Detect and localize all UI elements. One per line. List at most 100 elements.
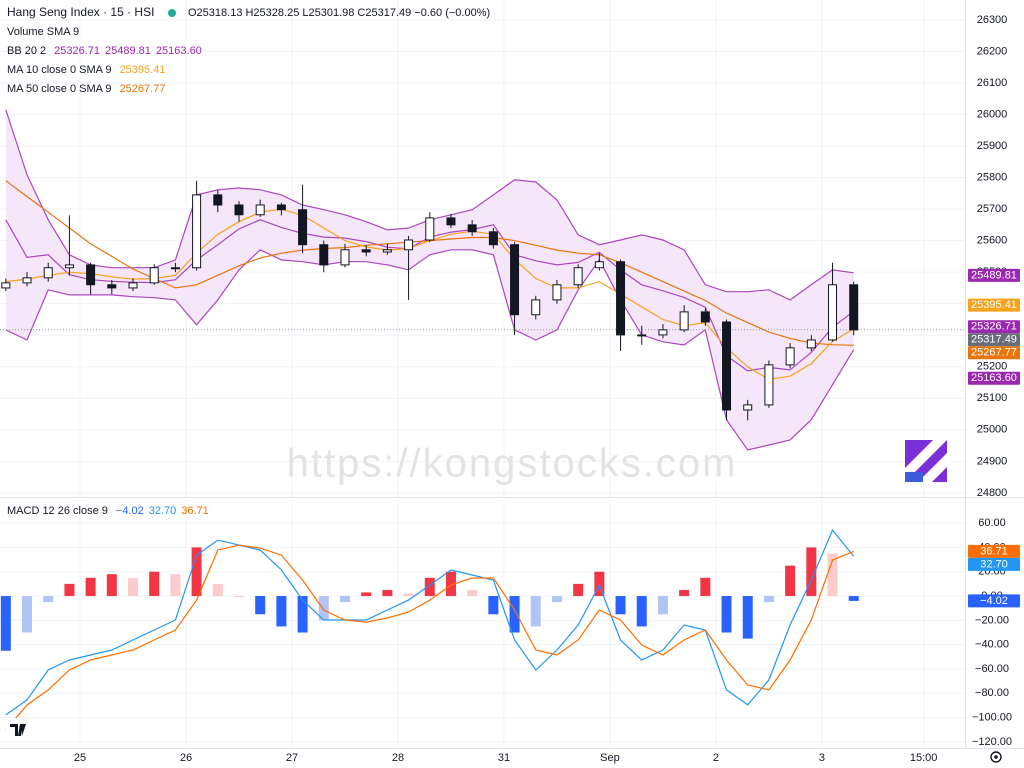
candle-body xyxy=(616,261,626,336)
y-tick-label: −20.00 xyxy=(975,614,1009,626)
legend-value: 25267.77 xyxy=(120,83,166,95)
price-tag-label: 36.71 xyxy=(980,545,1008,557)
x-tick-label: Sep xyxy=(600,752,620,764)
histogram-bar xyxy=(700,577,711,597)
histogram-bar xyxy=(615,596,626,615)
candle-body xyxy=(828,284,838,341)
histogram-bar xyxy=(742,596,753,639)
candle-body xyxy=(149,267,159,284)
tv-logo-box xyxy=(6,718,32,740)
histogram-bar xyxy=(679,589,690,597)
candle-body xyxy=(531,299,541,316)
candle-body xyxy=(510,244,520,316)
histogram-bar xyxy=(488,596,499,615)
candle-body xyxy=(22,277,32,284)
y-tick-label: 25200 xyxy=(977,361,1008,373)
settings-gear-center[interactable] xyxy=(994,755,998,759)
macd-line xyxy=(5,528,855,716)
volume-legend: Volume SMA 9 xyxy=(7,26,79,38)
y-tick-label: 26200 xyxy=(977,45,1008,57)
candle-body xyxy=(743,404,753,411)
histogram-bar xyxy=(763,596,774,603)
histogram-bar xyxy=(403,593,414,597)
histogram-bar xyxy=(636,596,647,627)
x-tick-label: 15:00 xyxy=(910,752,938,764)
candle-body xyxy=(594,261,604,269)
candle-body xyxy=(467,224,477,233)
histogram-bar xyxy=(170,574,181,597)
candle-body xyxy=(1,282,11,289)
settings-icon[interactable] xyxy=(990,751,1002,763)
legend-value: 25163.60 xyxy=(156,45,202,57)
price-tag xyxy=(968,268,1020,282)
legend-value: 32.70 xyxy=(149,505,177,517)
price-tag xyxy=(968,346,1020,360)
candle-body xyxy=(361,249,371,253)
candle-body xyxy=(234,204,244,216)
candle-body xyxy=(86,264,96,286)
y-tick-label: −100.00 xyxy=(972,712,1012,724)
y-tick-label: 25900 xyxy=(977,140,1008,152)
histogram-bar xyxy=(128,577,139,597)
y-tick-label: 25700 xyxy=(977,203,1008,215)
y-tick-label: −60.00 xyxy=(975,663,1009,675)
price-tag-label: −4.02 xyxy=(980,595,1008,607)
price-tag-label: 25395.41 xyxy=(971,299,1017,311)
price-tag xyxy=(968,557,1020,571)
y-tick-label: 24800 xyxy=(977,487,1008,499)
x-tick-label: 26 xyxy=(180,752,192,764)
logo-accent xyxy=(905,472,923,482)
price-tag xyxy=(968,320,1020,334)
histogram-bar xyxy=(149,571,160,597)
indicator-legend: MA 10 close 0 SMA 9 25395.41 xyxy=(7,64,165,76)
candle-body xyxy=(700,311,710,323)
y-tick-label: 26000 xyxy=(977,108,1008,120)
histogram-bar xyxy=(530,596,541,627)
x-tick-label: 28 xyxy=(392,752,404,764)
histogram-bar xyxy=(806,547,817,597)
histogram-bar xyxy=(255,596,266,615)
market-status-dot xyxy=(168,9,176,17)
histogram-bar xyxy=(361,592,372,597)
y-tick-label: 60.00 xyxy=(978,517,1006,529)
histogram-bar xyxy=(551,596,562,603)
legend-value: 36.71 xyxy=(181,505,209,517)
histogram-bar xyxy=(424,577,435,597)
y-tick-label: 25000 xyxy=(977,424,1008,436)
price-tag xyxy=(968,544,1020,558)
x-tick-label: 2 xyxy=(713,752,719,764)
indicator-legend: MACD 12 26 close 9 −4.02 32.70 36.71 xyxy=(7,505,209,517)
price-tag-label: 25163.60 xyxy=(971,372,1017,384)
indicator-legend: MA 50 close 0 SMA 9 25267.77 xyxy=(7,83,165,95)
histogram-bar xyxy=(85,577,96,597)
bb-lower-line xyxy=(5,249,855,451)
candle-body xyxy=(722,321,732,411)
y-tick-label: 25800 xyxy=(977,171,1008,183)
settings-gear[interactable] xyxy=(990,751,1002,763)
legend-value: 25326.71 xyxy=(54,45,100,57)
histogram-bar xyxy=(297,596,308,633)
price-tag xyxy=(968,594,1020,608)
histogram-bar xyxy=(573,583,584,597)
price-tag xyxy=(968,298,1020,312)
candle-body xyxy=(298,209,308,246)
histogram-bar xyxy=(22,596,33,633)
candle-body xyxy=(488,231,498,246)
x-tick-label: 3 xyxy=(819,752,825,764)
candle-body xyxy=(425,217,435,241)
y-tick-label: 26100 xyxy=(977,77,1008,89)
logo-stripes xyxy=(905,440,947,482)
candle-body xyxy=(382,249,392,253)
histogram-bar xyxy=(848,596,859,601)
y-tick-label: 24900 xyxy=(977,455,1008,467)
candle-body xyxy=(573,267,583,286)
histogram-bar xyxy=(382,589,393,597)
y-tick-label: 25100 xyxy=(977,392,1008,404)
candle-body xyxy=(128,282,138,289)
price-tag-label: 32.70 xyxy=(980,558,1008,570)
tv-logo xyxy=(6,718,32,740)
price-tag xyxy=(968,371,1020,385)
histogram-bar xyxy=(318,596,329,621)
